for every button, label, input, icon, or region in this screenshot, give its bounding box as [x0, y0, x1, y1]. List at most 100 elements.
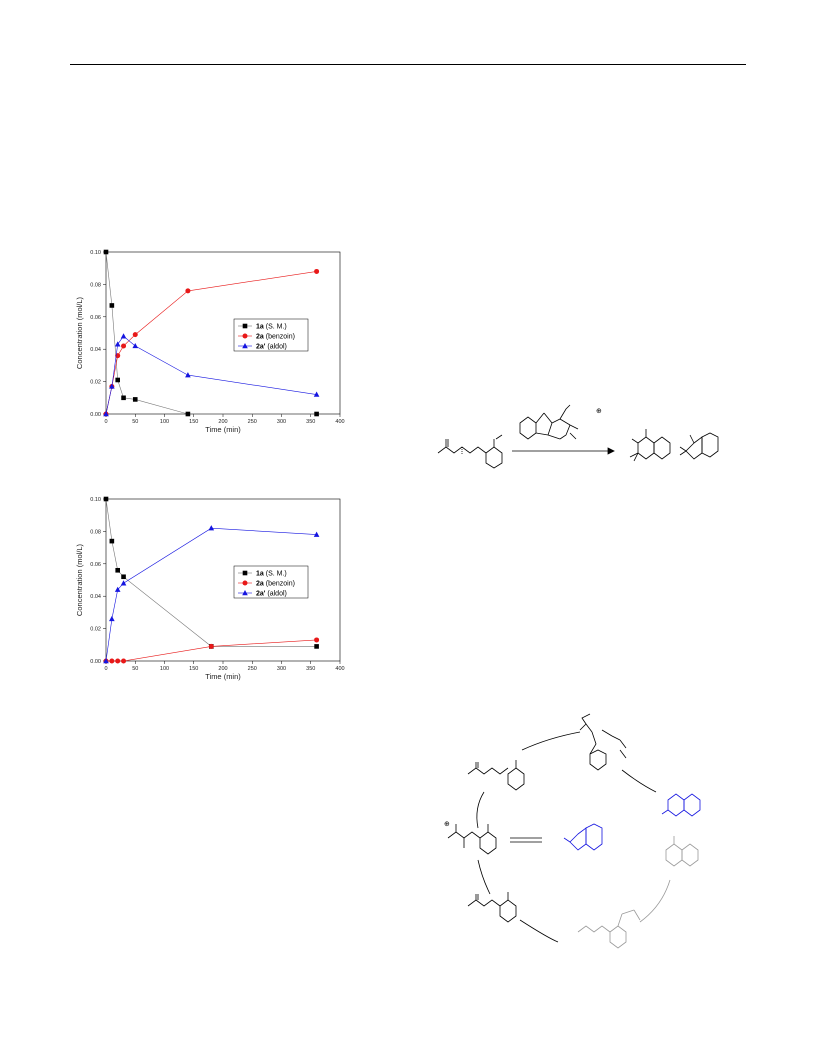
chart1-legend-marker-circle — [242, 580, 248, 586]
chart0-data-point-triangle — [109, 383, 115, 389]
chart1-legend-label-triangle: 2a' (aldol) — [256, 591, 287, 598]
cycle-arrow-left-upper — [476, 791, 485, 829]
chart0-y-tick-label: 0.06 — [90, 315, 101, 321]
chart1-data-point-circle — [208, 643, 214, 649]
chart1-data-point-triangle — [120, 580, 127, 586]
chart0-y-tick-label: 0.00 — [90, 412, 101, 418]
cycle-intermediate-lower-left — [467, 892, 517, 923]
cycle-intermediate-gray-right — [665, 836, 699, 867]
chart0-data-point-triangle — [103, 411, 109, 417]
cycle-arrow-gray-right — [639, 879, 671, 923]
chart0-data-point-triangle — [313, 391, 320, 397]
chart1-x-tick-label: 100 — [160, 666, 169, 672]
chart0-x-tick-label: 150 — [189, 419, 198, 425]
cycle-arrow-bottom — [519, 919, 559, 943]
catalyst-structure — [519, 404, 579, 440]
chart1-x-tick-label: 250 — [248, 666, 257, 672]
chart1-data-point-circle — [314, 637, 320, 643]
chart1-x-tick-label: 200 — [218, 666, 227, 672]
chart0-x-tick-label: 400 — [335, 419, 344, 425]
product-tetralone-structure — [629, 429, 671, 462]
chart0-legend-marker-circle — [242, 333, 248, 339]
chart0-x-axis-label: Time (min) — [205, 425, 241, 434]
chart0-data-point-triangle — [132, 342, 139, 349]
chart1-data-point-square — [314, 644, 319, 649]
chart0-data-point-triangle — [114, 341, 121, 347]
chart0-data-point-square — [132, 397, 138, 402]
chart1-data-point-square — [109, 538, 115, 544]
chart1-series-line-circle — [106, 639, 317, 662]
cycle-intermediate-left — [447, 824, 497, 855]
catalytic-cycle: ⊕ — [444, 713, 701, 949]
cycle-intermediate-gray-bottom — [577, 909, 641, 949]
chart1-data-point-circle — [109, 658, 115, 664]
chart0-y-tick-label: 0.10 — [90, 250, 101, 256]
chart1-y-tick-label: 0.00 — [90, 659, 101, 665]
chart1-y-tick-label: 0.10 — [90, 497, 101, 503]
chart0-legend-marker-square — [242, 323, 248, 329]
chart0-y-tick-label: 0.04 — [90, 347, 101, 353]
chart0-data-point-square — [314, 411, 319, 417]
chart0-data-point-triangle — [120, 333, 127, 339]
chart1-data-point-square — [115, 567, 120, 573]
chart1-data-point-square — [121, 574, 126, 580]
chart0-data-point-triangle — [185, 372, 191, 378]
chart1-data-point-circle — [115, 658, 121, 664]
header-rule — [70, 64, 746, 65]
chart-bottom: 0 50 100 150 200 250 300 350 400 0.00 0.02 0.04 0.06… — [75, 496, 345, 681]
chart0-x-tick-label: 350 — [306, 419, 315, 425]
product-indanone-structure — [679, 432, 719, 460]
catalyst-charge-symbol: ⊕ — [596, 407, 602, 415]
cycle-charge-symbol: ⊕ — [444, 820, 450, 828]
chart0-y-tick-label: 0.08 — [90, 282, 101, 288]
chart0-data-point-square — [121, 395, 126, 401]
cycle-product-blue-center — [563, 823, 603, 851]
chart0-legend-marker-triangle — [242, 343, 248, 349]
chart0-x-tick-label: 100 — [160, 419, 169, 425]
chart0-y-axis-label: Concentration (mol/L) — [75, 296, 84, 369]
chart0-data-point-circle — [132, 332, 138, 338]
chart1-data-point-triangle — [114, 586, 121, 592]
chart1-y-tick-label: 0.04 — [90, 594, 101, 600]
chart1-x-axis-label: Time (min) — [205, 672, 241, 681]
chart1-x-tick-label: 0 — [104, 666, 107, 672]
chart0-legend-label-square: 1a (S. M.) — [256, 324, 287, 331]
chart1-series-line-square — [105, 498, 317, 647]
chart1-x-tick-label: 400 — [335, 666, 344, 672]
chart0-x-tick-label: 250 — [248, 419, 257, 425]
chart1-legend-label-circle: 2a (benzoin) — [256, 581, 295, 588]
chart0-data-point-square — [185, 411, 191, 417]
cycle-intermediate-upper-left — [467, 760, 525, 791]
chart1-y-tick-label: 0.02 — [90, 627, 101, 633]
chart1-series-line-triangle — [105, 527, 317, 662]
chart1-data-point-triangle — [109, 615, 115, 622]
chart0-data-point-circle — [185, 288, 191, 294]
chart1-legend-marker-square — [242, 570, 248, 576]
chart0-data-point-circle — [121, 343, 127, 349]
chart0-data-point-circle — [314, 268, 320, 274]
chart1-data-point-triangle — [208, 525, 215, 531]
cycle-arrow-top-left — [521, 731, 581, 751]
chart0-x-tick-label: 0 — [104, 419, 107, 425]
substrate-structure — [437, 434, 503, 469]
chart1-data-point-circle — [121, 658, 127, 664]
cycle-intermediate-top — [579, 713, 627, 771]
chart1-y-tick-label: 0.08 — [90, 529, 101, 535]
chart1-x-tick-label: 150 — [189, 666, 198, 672]
chart1-data-point-triangle — [103, 658, 109, 664]
chart1-legend-marker-triangle — [242, 590, 248, 596]
chart1-y-axis-label: Concentration (mol/L) — [75, 543, 84, 616]
chart1-data-point-square — [103, 496, 109, 502]
cycle-arrow-top-right — [621, 769, 657, 793]
chart0-x-tick-label: 200 — [218, 419, 227, 425]
chart0-legend-label-triangle: 2a' (aldol) — [256, 344, 287, 351]
chart0-data-point-square — [109, 303, 115, 308]
chart0-data-point-square — [115, 377, 120, 383]
chart1-legend-label-square: 1a (S. M.) — [256, 571, 287, 578]
chart0-legend-label-circle: 2a (benzoin) — [256, 334, 295, 341]
chart1-x-tick-label: 300 — [277, 666, 286, 672]
chart-top: 0 50 100 150 200 250 300 350 400 0.00 0.02 0.04 0.06… — [75, 249, 345, 434]
chart1-data-point-triangle — [313, 531, 320, 537]
reaction-scheme: ⊕ — [437, 404, 719, 469]
